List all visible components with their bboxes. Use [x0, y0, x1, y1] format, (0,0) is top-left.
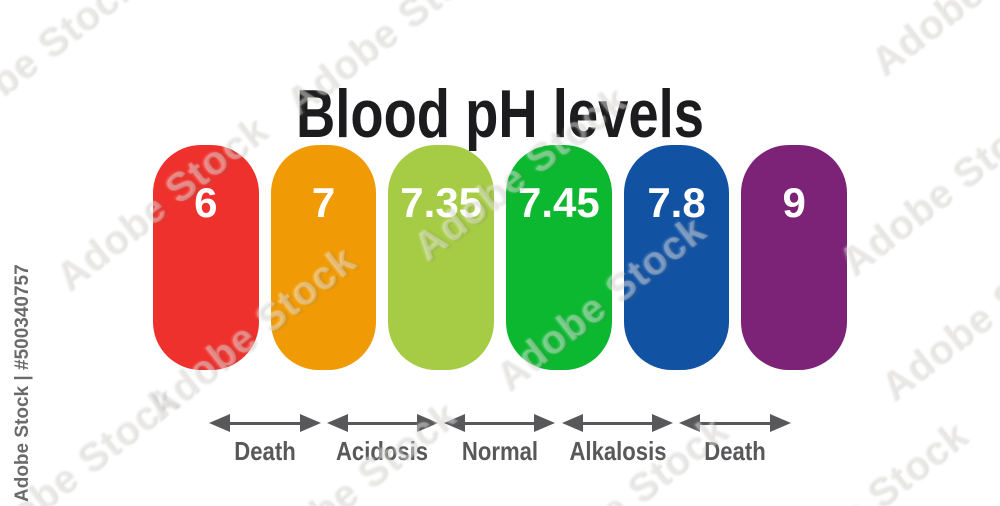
range-arrow-icon: [679, 414, 791, 432]
ph-value: 7.35: [400, 179, 483, 226]
range-label-normal: Normal: [461, 436, 539, 466]
ph-pill-death-acid: 6: [153, 145, 259, 370]
ph-pill-normal-low: 7.35: [388, 145, 495, 370]
ph-value: 9: [782, 179, 806, 226]
ph-value: 6: [194, 179, 218, 226]
ph-value: 7.8: [647, 179, 706, 226]
ph-value: 7: [311, 179, 336, 226]
ph-scale: 6 7 7.35 7.45 7.8 9: [153, 145, 848, 370]
page-title: Blood pH levels: [295, 75, 705, 152]
watermark-credit-text: Adobe Stock | #500340757: [12, 264, 33, 502]
range-arrow-icon: [562, 414, 673, 432]
watermark-text: Adobe Stock: [0, 377, 185, 506]
range-arrow-icon: [444, 414, 555, 432]
ph-pill-alkalosis: 7.8: [623, 145, 730, 370]
range-arrow-icon: [327, 414, 438, 432]
range-label-death-right: Death: [704, 436, 766, 466]
range-label-death-left: Death: [234, 436, 296, 466]
ph-pill-death-alkaline: 9: [741, 145, 848, 370]
range-arrow-icon: [209, 414, 321, 432]
ph-pill-acidosis: 7: [270, 145, 377, 370]
ph-pill-normal-high: 7.45: [506, 145, 612, 370]
watermark-text: Adobe Stock: [861, 0, 1000, 85]
range-label-alkalosis: Alkalosis: [569, 436, 667, 466]
watermark-text: Adobe Stock: [871, 217, 1000, 410]
ph-value: 7.45: [517, 179, 600, 226]
range-label-acidosis: Acidosis: [335, 436, 429, 466]
